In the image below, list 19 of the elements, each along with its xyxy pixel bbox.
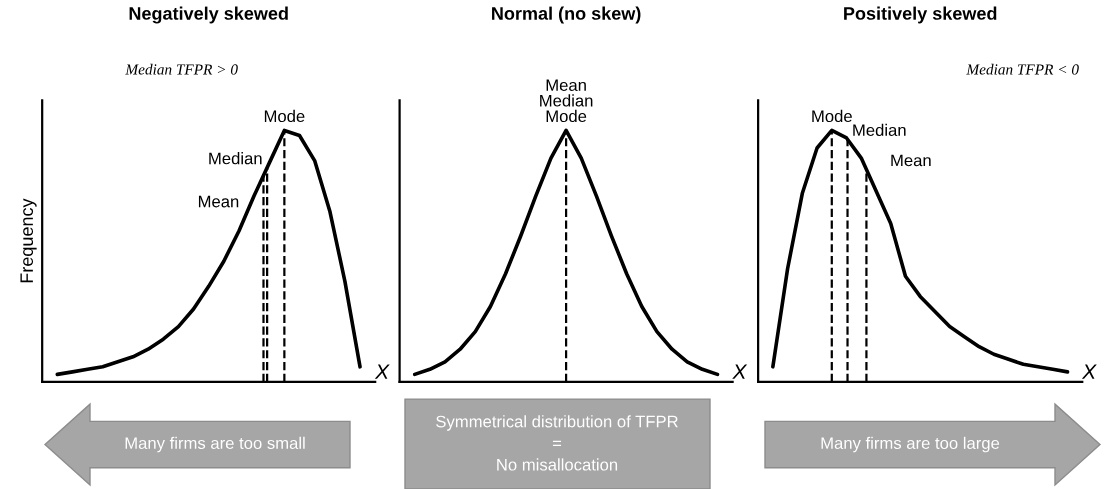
chart-title: Positively skewed <box>844 6 997 24</box>
text: Mean Median Mode <box>540 79 593 123</box>
annotation: Median <box>209 152 262 165</box>
chart-subtitle: Median TFPR > 0 <box>125 63 238 75</box>
x-axis-title: X <box>1081 364 1097 379</box>
annotation: Mean <box>198 195 239 208</box>
annotation: Median <box>853 123 906 137</box>
annotation: Mean <box>891 154 931 167</box>
text: Many firms are too large <box>821 436 1000 453</box>
chart-title: Negatively skewed <box>129 6 288 24</box>
x-axis-title: X <box>732 364 748 379</box>
text: Mode <box>812 109 852 123</box>
chart-subtitle: Median TFPR < 0 <box>966 63 1079 75</box>
text: Many firms are too small <box>125 436 305 453</box>
x-axis-title: X <box>374 364 390 379</box>
y-axis-title: Frequency <box>20 198 37 283</box>
text: Symmetrical distribution of TFPR = No misallocation <box>436 415 678 471</box>
chart-title: Normal (no skew) <box>492 6 641 24</box>
text: Mode <box>264 109 305 123</box>
